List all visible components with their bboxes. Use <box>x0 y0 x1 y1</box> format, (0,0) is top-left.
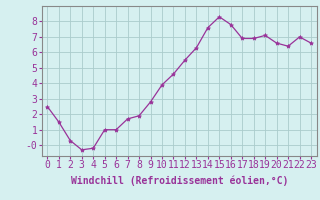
X-axis label: Windchill (Refroidissement éolien,°C): Windchill (Refroidissement éolien,°C) <box>70 176 288 186</box>
